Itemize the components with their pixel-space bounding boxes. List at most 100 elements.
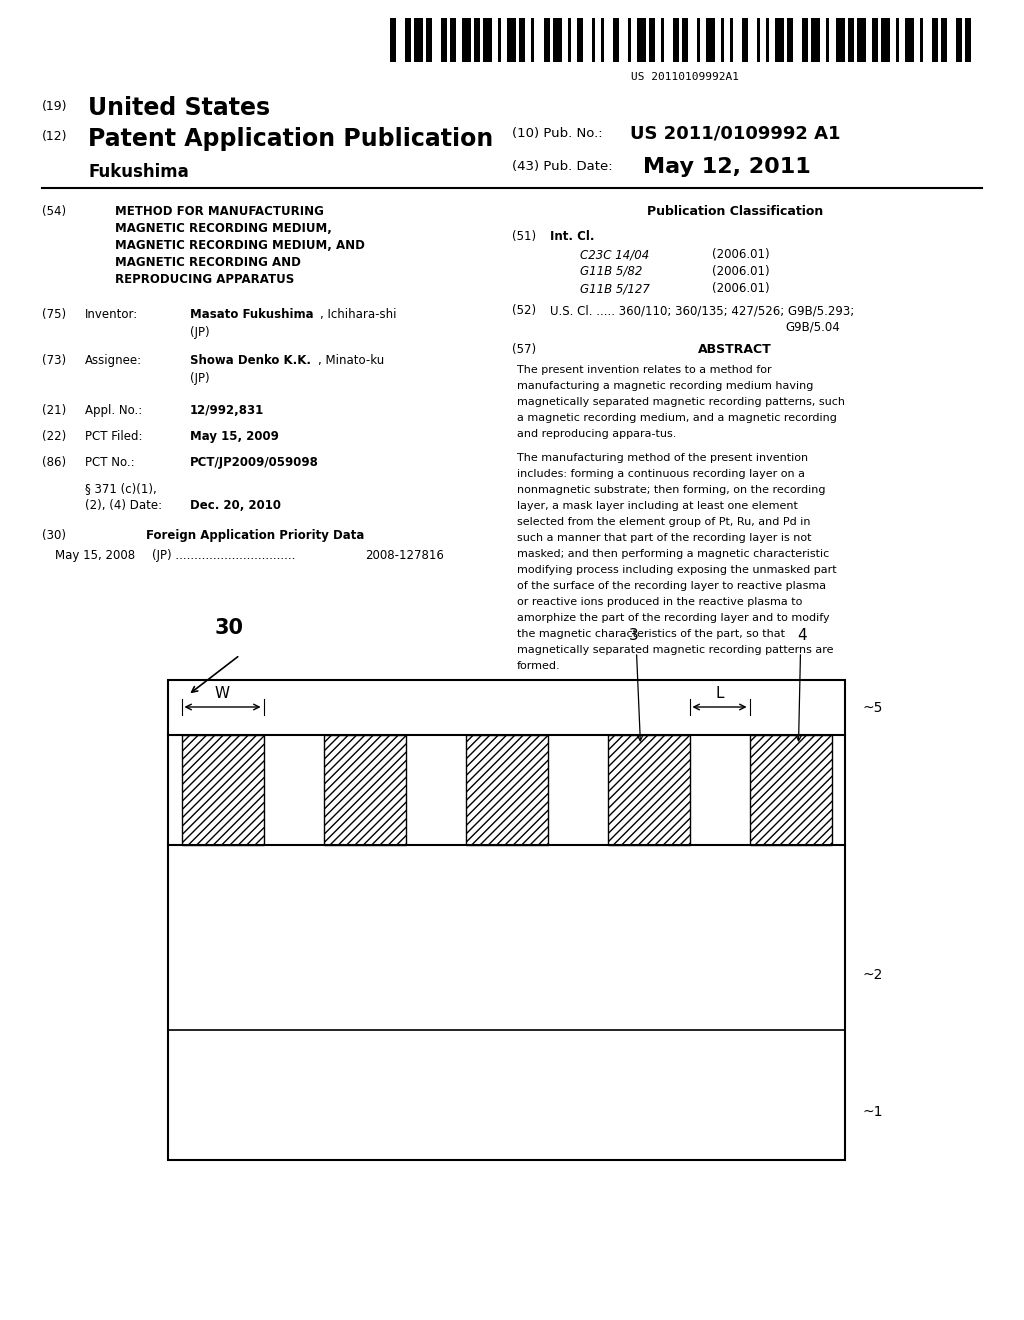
Bar (499, 18, 502, 62)
Text: , Ichihara-shi: , Ichihara-shi (319, 308, 396, 321)
Text: (51): (51) (512, 230, 537, 243)
Text: Foreign Application Priority Data: Foreign Application Priority Data (145, 529, 365, 543)
Text: G9B/5.04: G9B/5.04 (785, 321, 840, 334)
Bar (857, 18, 865, 62)
Text: May 12, 2011: May 12, 2011 (643, 157, 811, 177)
Bar (451, 18, 457, 62)
Text: a magnetic recording medium, and a magnetic recording: a magnetic recording medium, and a magne… (517, 413, 837, 422)
Text: (86): (86) (42, 455, 67, 469)
Text: May 15, 2008: May 15, 2008 (55, 549, 135, 562)
Bar (742, 18, 749, 62)
Text: (22): (22) (42, 430, 67, 444)
Text: U.S. Cl. ..... 360/110; 360/135; 427/526; G9B/5.293;: U.S. Cl. ..... 360/110; 360/135; 427/526… (550, 304, 854, 317)
Text: Inventor:: Inventor: (85, 308, 138, 321)
Bar (826, 18, 829, 62)
Bar (750, 735, 831, 845)
Bar (660, 18, 664, 62)
Text: (2006.01): (2006.01) (712, 248, 770, 261)
Bar (612, 18, 618, 62)
Text: PCT Filed:: PCT Filed: (85, 430, 142, 444)
Text: (73): (73) (42, 354, 67, 367)
Text: REPRODUCING APPARATUS: REPRODUCING APPARATUS (115, 273, 294, 286)
Text: Masato Fukushima: Masato Fukushima (190, 308, 313, 321)
Bar (673, 18, 679, 62)
Bar (881, 18, 890, 62)
Text: Appl. No.:: Appl. No.: (85, 404, 142, 417)
Text: PCT/JP2009/059098: PCT/JP2009/059098 (190, 455, 318, 469)
Text: § 371 (c)(1),: § 371 (c)(1), (85, 482, 157, 495)
Bar (941, 18, 947, 62)
Text: US 20110109992A1: US 20110109992A1 (631, 73, 739, 82)
Bar (544, 18, 550, 62)
Bar (649, 18, 655, 62)
Bar (896, 18, 899, 62)
Text: (JP): (JP) (190, 372, 210, 385)
Text: (57): (57) (512, 343, 537, 356)
Text: 30: 30 (215, 618, 244, 638)
Text: MAGNETIC RECORDING MEDIUM,: MAGNETIC RECORDING MEDIUM, (115, 222, 332, 235)
Text: C23C 14/04: C23C 14/04 (580, 248, 649, 261)
Bar (836, 18, 845, 62)
Bar (601, 18, 604, 62)
Bar (168, 680, 845, 1160)
Text: 4: 4 (798, 628, 807, 643)
Bar (871, 18, 878, 62)
Text: US 2011/0109992 A1: US 2011/0109992 A1 (630, 124, 841, 143)
Bar (757, 18, 760, 62)
Text: Publication Classification: Publication Classification (647, 205, 823, 218)
Bar (607, 735, 689, 845)
Text: United States: United States (88, 96, 270, 120)
Text: (43) Pub. Date:: (43) Pub. Date: (512, 160, 612, 173)
Bar (811, 18, 820, 62)
Bar (592, 18, 595, 62)
Bar (181, 735, 263, 845)
Text: (2006.01): (2006.01) (712, 265, 770, 279)
Text: selected from the element group of Pt, Ru, and Pd in: selected from the element group of Pt, R… (517, 517, 811, 527)
Text: nonmagnetic substrate; then forming, on the recording: nonmagnetic substrate; then forming, on … (517, 484, 825, 495)
Text: such a manner that part of the recording layer is not: such a manner that part of the recording… (517, 533, 811, 543)
Text: amorphize the part of the recording layer and to modify: amorphize the part of the recording laye… (517, 612, 829, 623)
Bar (426, 18, 432, 62)
Text: PCT No.:: PCT No.: (85, 455, 134, 469)
Bar (441, 18, 447, 62)
Text: The manufacturing method of the present invention: The manufacturing method of the present … (517, 453, 808, 463)
Text: MAGNETIC RECORDING AND: MAGNETIC RECORDING AND (115, 256, 301, 269)
Text: (19): (19) (42, 100, 68, 114)
Text: , Minato-ku: , Minato-ku (318, 354, 384, 367)
Text: (JP) ................................: (JP) ................................ (152, 549, 295, 562)
Text: magnetically separated magnetic recording patterns are: magnetically separated magnetic recordin… (517, 645, 834, 655)
Bar (932, 18, 938, 62)
Text: Showa Denko K.K.: Showa Denko K.K. (190, 354, 311, 367)
Text: (12): (12) (42, 129, 68, 143)
Text: manufacturing a magnetic recording medium having: manufacturing a magnetic recording mediu… (517, 381, 813, 391)
Bar (803, 18, 808, 62)
Text: Patent Application Publication: Patent Application Publication (88, 127, 494, 150)
Bar (956, 18, 962, 62)
Text: ~2: ~2 (863, 968, 884, 982)
Bar (920, 18, 923, 62)
Text: 3: 3 (629, 628, 638, 643)
Bar (848, 18, 854, 62)
Text: 2008-127816: 2008-127816 (365, 549, 443, 562)
Text: (2006.01): (2006.01) (712, 282, 770, 294)
Bar (628, 18, 631, 62)
Text: masked; and then performing a magnetic characteristic: masked; and then performing a magnetic c… (517, 549, 829, 558)
Text: W: W (215, 686, 230, 701)
Text: L: L (715, 686, 724, 701)
Bar (707, 18, 715, 62)
Bar (775, 18, 784, 62)
Text: (21): (21) (42, 404, 67, 417)
Bar (682, 18, 688, 62)
Bar (965, 18, 971, 62)
Text: (10) Pub. No.:: (10) Pub. No.: (512, 127, 603, 140)
Bar (508, 18, 516, 62)
Text: G11B 5/82: G11B 5/82 (580, 265, 642, 279)
Bar (553, 18, 561, 62)
Bar (730, 18, 733, 62)
Bar (637, 18, 646, 62)
Text: Assignee:: Assignee: (85, 354, 142, 367)
Bar (787, 18, 794, 62)
Text: Dec. 20, 2010: Dec. 20, 2010 (190, 499, 281, 512)
Bar (721, 18, 724, 62)
Bar (531, 18, 535, 62)
